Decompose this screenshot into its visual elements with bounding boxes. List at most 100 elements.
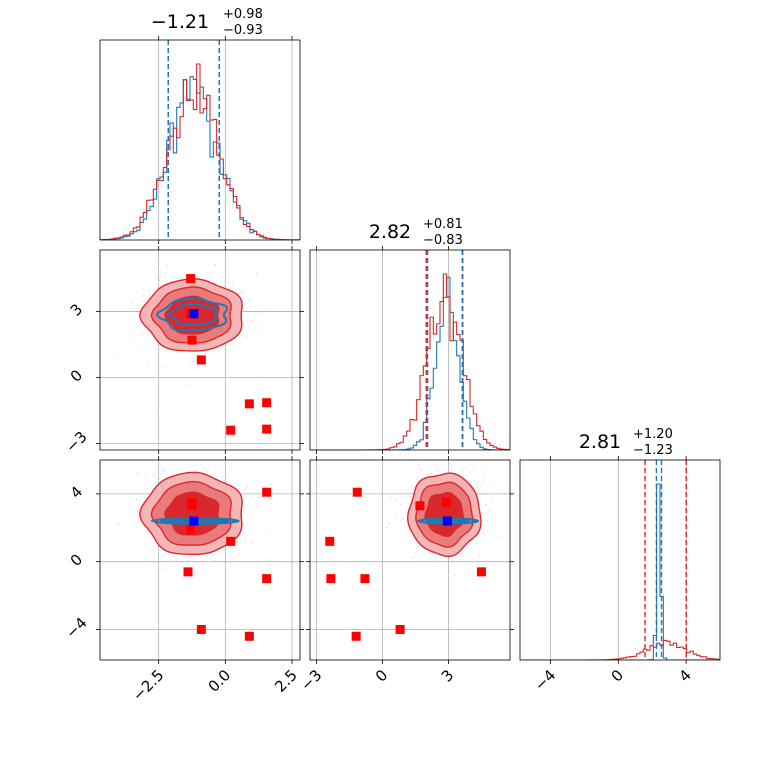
sample-point [190,557,192,559]
x-tick-label: 3 [438,666,457,685]
sample-point [489,508,492,511]
x-tick-label: 0 [608,666,627,685]
sample-point [135,359,137,361]
sample-point [186,385,188,387]
sample-point [257,335,259,337]
sample-point [414,551,417,553]
sample-point [168,243,169,244]
sample-point [478,554,480,557]
y-tick-label: 4 [67,483,86,502]
x-tick-label: 0.0 [205,666,235,696]
sample-point [164,568,166,571]
sample-point [227,282,230,285]
sample-point [417,461,420,463]
red-marker [187,335,197,345]
sample-point [417,546,419,548]
sample-point [454,561,456,563]
sample-point [419,556,421,558]
sample-point [465,467,467,469]
sample-point [417,479,420,481]
sample-point [408,529,411,532]
x-tick-label: −2.5 [129,666,167,704]
scatter-panel-0-2 [100,460,300,660]
sample-point [400,503,402,505]
y-tick-label: 3 [67,300,86,319]
sample-point [166,265,169,268]
sample-point [136,303,138,305]
sample-point [163,555,165,557]
panel-frame [519,459,721,661]
sample-point [263,533,265,535]
sample-point [475,542,478,545]
sample-point [483,533,486,536]
sample-point [169,280,171,282]
sample-point [163,469,166,471]
sample-point [476,536,478,538]
sample-point [460,552,462,555]
sample-point [131,543,133,545]
sample-point [482,490,484,492]
sample-point [158,279,160,282]
panel-frame [99,249,301,451]
sample-point [259,496,261,499]
diagonal-panel-0 [100,40,300,240]
sample-point [146,362,149,365]
sample-point [227,275,230,277]
sample-point [432,555,435,557]
grid-lines [316,250,449,450]
sample-point [137,510,139,512]
sample-point [231,463,233,465]
sample-point [450,467,452,469]
sample-point [250,328,252,330]
sample-point [203,466,205,468]
sample-point [117,523,120,525]
sample-point [477,490,480,492]
sample-point [243,531,246,534]
sample-point [485,503,487,506]
sample-point [252,319,254,322]
red-marker [395,624,405,634]
sample-point [400,518,403,520]
grid-lines [550,460,687,660]
sample-point [444,560,446,563]
sample-point [386,526,388,529]
sample-point [436,461,439,463]
sample-point [241,291,244,293]
sample-point [137,508,140,510]
sample-point [409,496,412,498]
sample-point [137,471,139,474]
red-marker [262,487,272,497]
sample-point [467,543,469,545]
sample-point [411,556,413,559]
sample-point [248,299,251,301]
sample-point [492,530,494,533]
sample-point [250,495,253,498]
sample-point [142,295,145,297]
sample-point [156,412,158,414]
y-tick-label: −3 [62,428,90,456]
sample-point [491,498,493,500]
panel-title-sup: +0.98 [223,7,263,22]
sample-point [480,485,482,487]
sample-point [471,463,473,465]
red-marker [326,574,336,584]
sample-point [388,522,391,525]
sample-point [162,471,165,473]
sample-point [144,479,146,481]
sample-point [175,277,178,280]
red-marker [244,399,254,409]
sample-point [460,469,463,472]
red-marker [196,624,206,634]
sample-point [251,541,253,544]
y-tick-label: 0 [67,550,86,569]
sample-point [132,339,134,341]
sample-point [135,499,137,501]
panel-frame [99,459,301,661]
sample-point [449,462,451,464]
sample-point [476,486,478,488]
sample-point [416,451,417,452]
sample-point [149,294,151,296]
red-marker [187,501,197,511]
sample-point [205,470,208,473]
sample-point [148,289,150,291]
